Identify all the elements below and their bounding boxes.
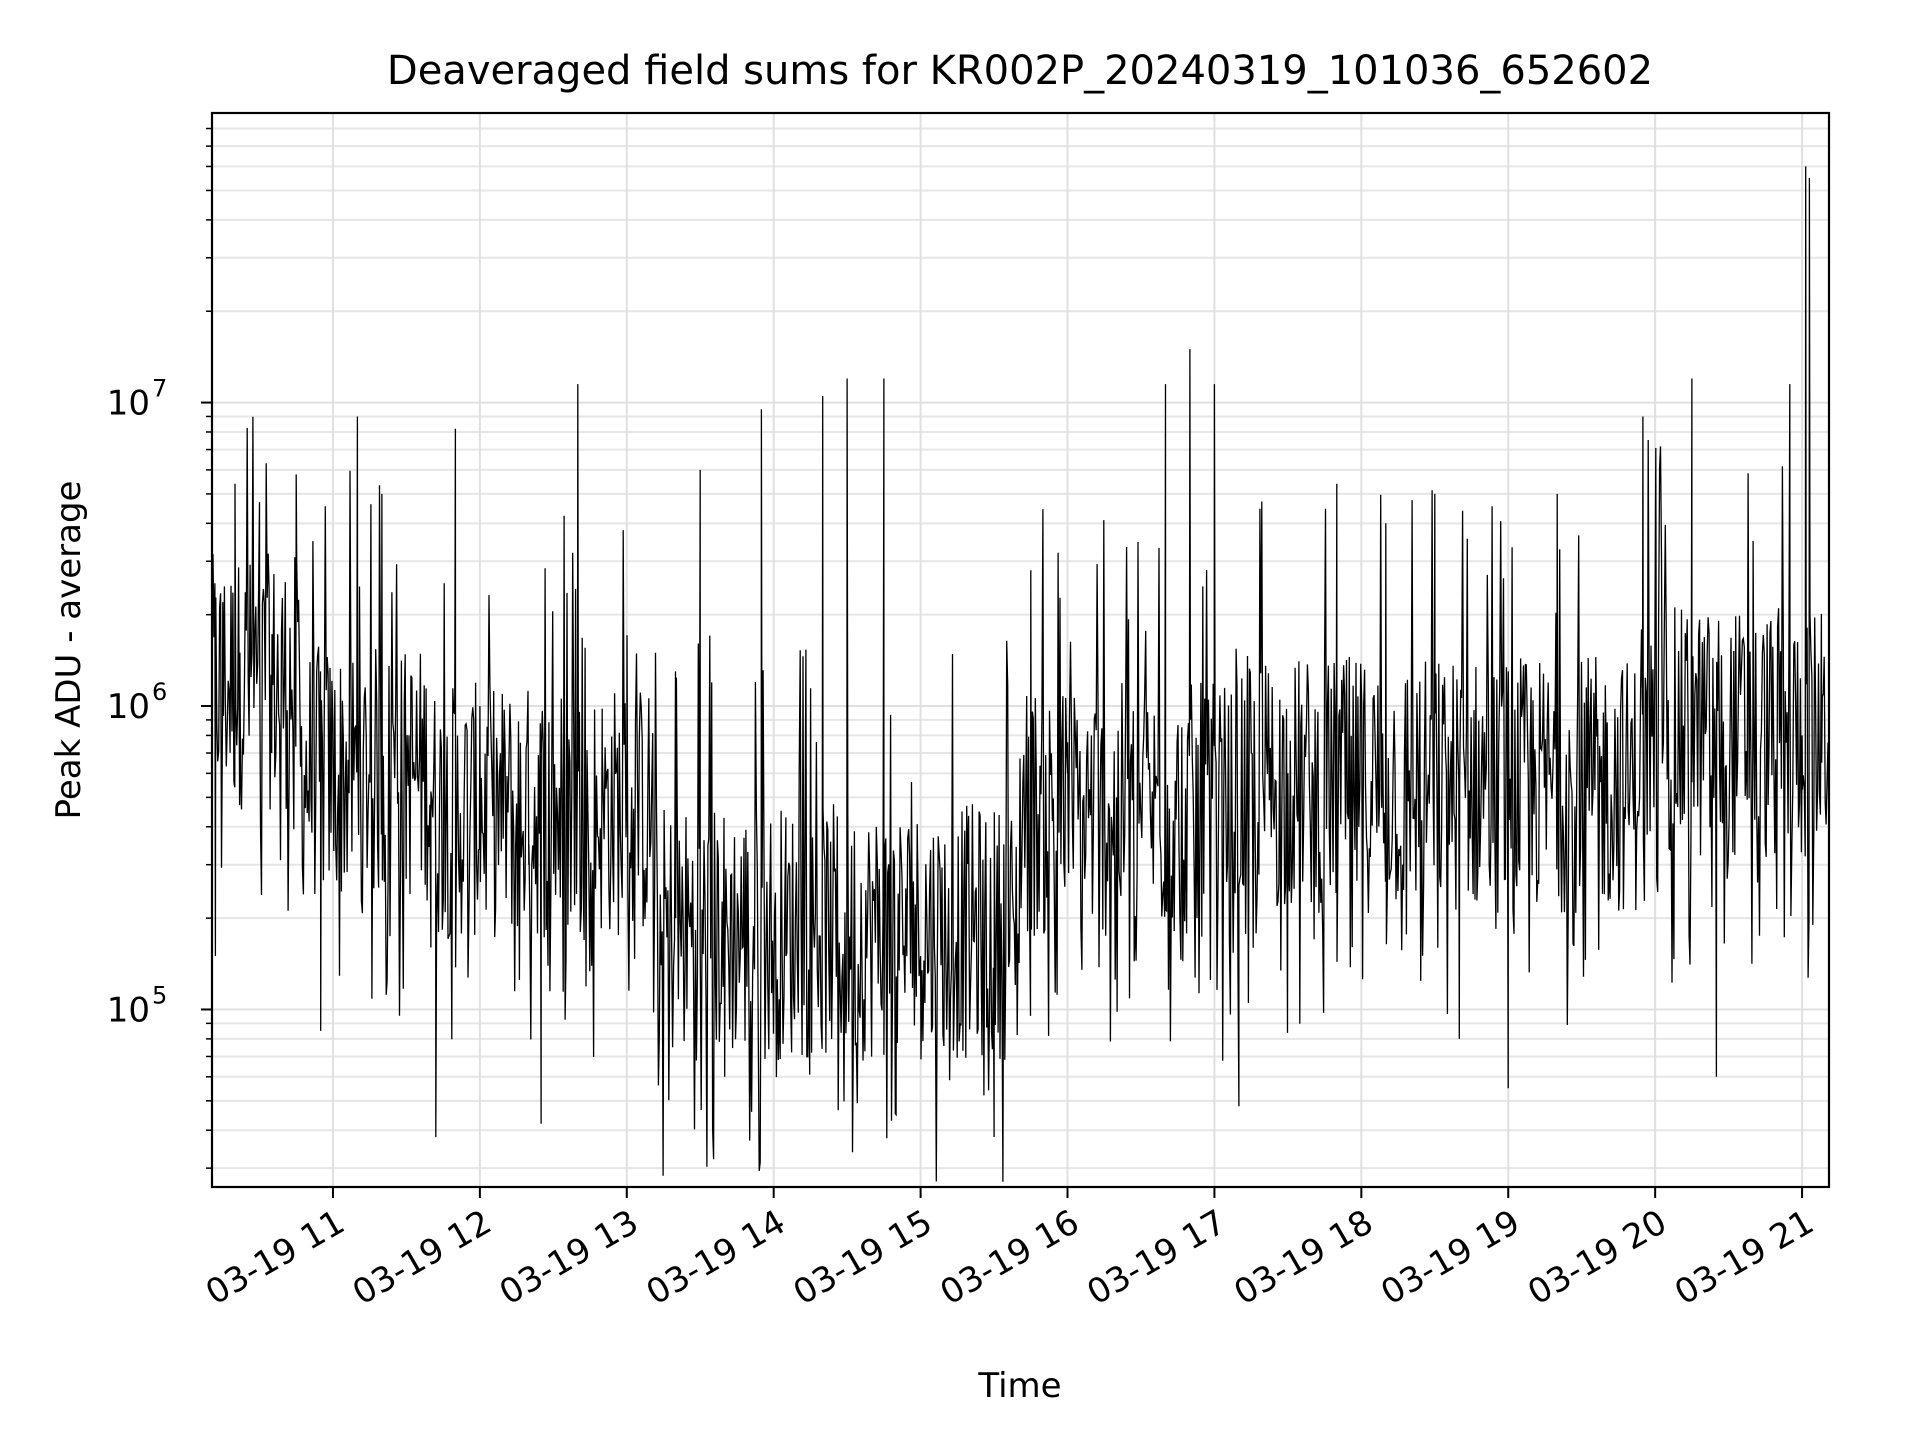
y-axis-label: Peak ADU - average — [49, 481, 89, 820]
y-tick-label: 10 — [107, 384, 150, 424]
y-tick-label: 10 — [107, 990, 150, 1030]
x-axis-label: Time — [977, 1366, 1061, 1406]
y-tick-exponent: 7 — [152, 375, 167, 403]
series-layer — [211, 166, 1830, 1182]
chart-title: Deaveraged field sums for KR002P_2024031… — [387, 48, 1653, 94]
series-line — [211, 166, 1830, 1182]
y-tick-label: 10 — [107, 687, 150, 727]
y-tick-exponent: 6 — [152, 678, 167, 706]
y-tick-exponent: 5 — [152, 981, 167, 1009]
plot-frame — [210, 111, 1831, 1189]
